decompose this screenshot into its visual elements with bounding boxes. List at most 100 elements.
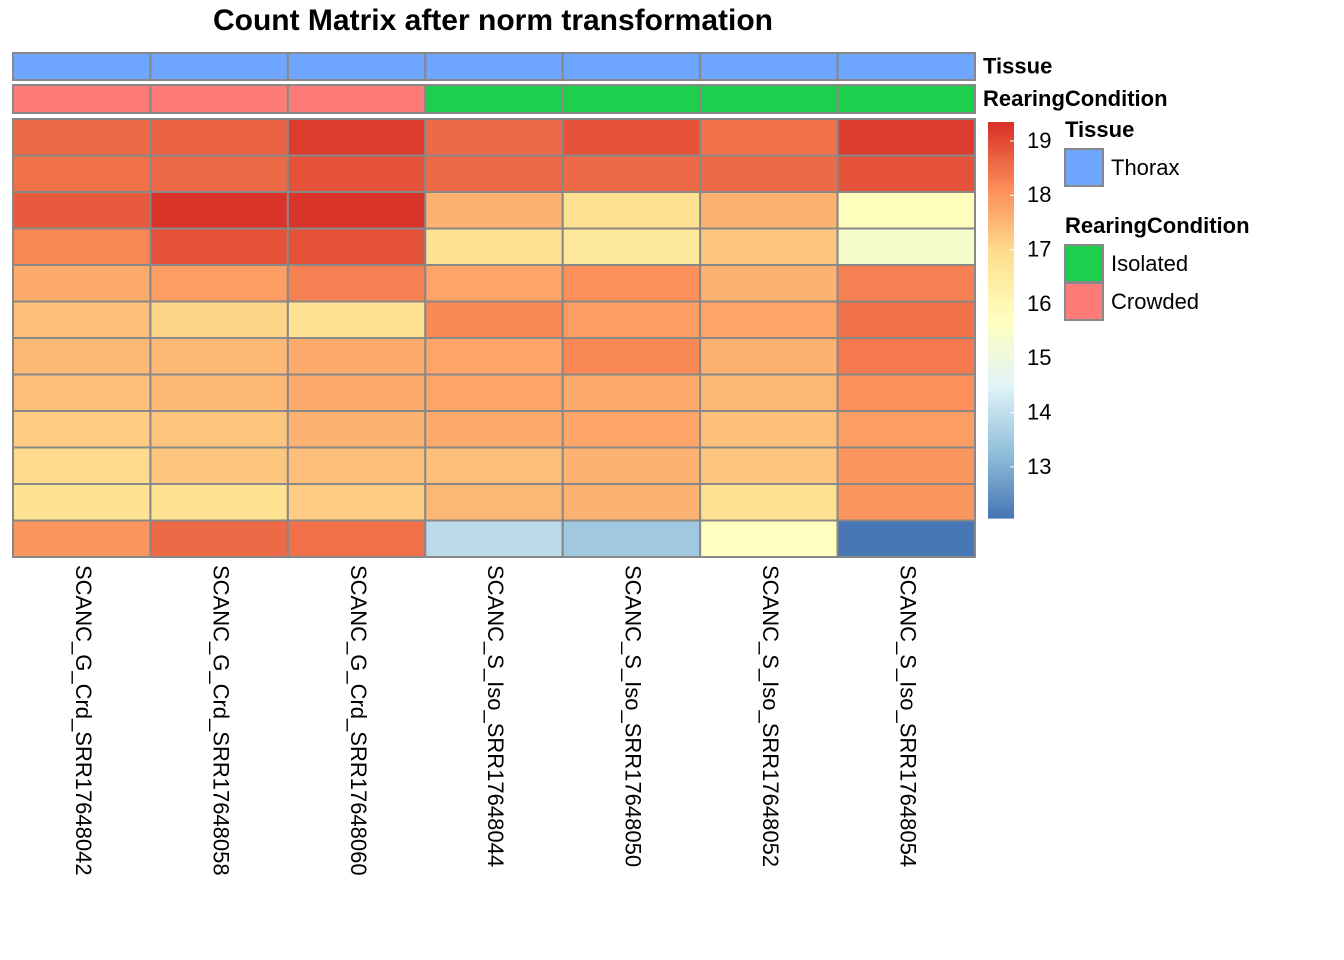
colorbar-step xyxy=(988,482,1014,487)
colorbar-tick-label: 13 xyxy=(1027,454,1051,479)
colorbar-step xyxy=(988,502,1014,507)
colorbar-step xyxy=(988,486,1014,491)
colorbar-step xyxy=(988,232,1014,238)
heatmap-cell xyxy=(12,118,152,157)
colorbar-step xyxy=(988,244,1014,250)
heatmap-cell xyxy=(286,337,427,376)
colorbar-step xyxy=(988,292,1014,297)
legend-label: Thorax xyxy=(1111,155,1179,180)
heatmap-cell xyxy=(699,483,839,522)
colorbar-step xyxy=(988,248,1014,254)
heatmap-cell xyxy=(699,446,839,485)
colorbar-step xyxy=(988,276,1014,281)
colorbar-step xyxy=(988,161,1014,167)
colorbar-step xyxy=(988,185,1014,190)
colorbar-step xyxy=(988,442,1014,448)
heatmap-cell xyxy=(12,227,152,266)
colorbar-step xyxy=(988,343,1014,349)
heatmap-cell xyxy=(286,300,427,339)
heatmap-cell xyxy=(12,154,152,193)
colorbar-step xyxy=(988,129,1014,135)
colorbar-step xyxy=(988,296,1014,301)
colorbar-step xyxy=(988,181,1014,186)
colorbar-step xyxy=(988,189,1014,194)
heatmap-cell xyxy=(699,118,839,157)
heatmap-cell xyxy=(561,227,702,266)
colorbar-step xyxy=(988,375,1014,380)
colorbar-step xyxy=(988,280,1014,285)
colorbar-step xyxy=(988,240,1014,246)
heatmap-cell xyxy=(836,337,976,376)
annotation-cell xyxy=(424,84,564,114)
colorbar-step xyxy=(988,173,1014,179)
heatmap-cell xyxy=(699,373,839,412)
colorbar-step xyxy=(988,149,1014,155)
heatmap-cell xyxy=(149,264,289,303)
heatmap-cell xyxy=(12,519,152,558)
heatmap-cell xyxy=(286,227,427,266)
annotation-cell xyxy=(149,84,289,114)
heatmap-cell xyxy=(561,519,702,558)
colorbar-step xyxy=(988,327,1014,333)
colorbar-step xyxy=(988,209,1014,214)
column-label: SCANC_G_Crd_SRR17648060 xyxy=(346,565,371,876)
column-label: SCANC_S_Iso_SRR17648044 xyxy=(483,565,508,867)
heatmap-cell xyxy=(286,118,427,157)
annotation-cell xyxy=(561,52,702,81)
colorbar-step xyxy=(988,415,1014,420)
heatmap-cell xyxy=(424,300,564,339)
colorbar-step xyxy=(988,363,1014,369)
heatmap-cell xyxy=(149,118,289,157)
colorbar-step xyxy=(988,193,1014,198)
heatmap-cell xyxy=(12,337,152,376)
heatmap-cell xyxy=(12,300,152,339)
legend-label: Isolated xyxy=(1111,251,1188,276)
heatmap-cell xyxy=(149,519,289,558)
colorbar-step xyxy=(988,125,1014,131)
colorbar-step xyxy=(988,221,1014,226)
colorbar-step xyxy=(988,217,1014,222)
colorbar-step xyxy=(988,430,1014,436)
heatmap-cell xyxy=(286,191,427,230)
heatmap-cell xyxy=(836,410,976,449)
heatmap-cell xyxy=(286,519,427,558)
colorbar-step xyxy=(988,355,1014,361)
heatmap-cell xyxy=(836,446,976,485)
heatmap-cell xyxy=(149,373,289,412)
colorbar-step xyxy=(988,300,1014,305)
heatmap-cell xyxy=(836,373,976,412)
annotation-cell xyxy=(699,52,839,81)
annotation-cell xyxy=(286,84,427,114)
heatmap-cell xyxy=(286,154,427,193)
colorbar-step xyxy=(988,422,1014,428)
heatmap-cell xyxy=(836,483,976,522)
heatmap-cell xyxy=(561,300,702,339)
colorbar-step xyxy=(988,514,1014,519)
heatmap-cell xyxy=(699,227,839,266)
colorbar-step xyxy=(988,478,1014,483)
heatmap-cell xyxy=(424,483,564,522)
colorbar-tick-label: 16 xyxy=(1027,291,1051,316)
heatmap-cell xyxy=(561,483,702,522)
column-label: SCANC_S_Iso_SRR17648050 xyxy=(621,565,646,867)
colorbar-step xyxy=(988,462,1014,468)
colorbar-step xyxy=(988,498,1014,503)
heatmap-cell xyxy=(286,264,427,303)
legend-swatch xyxy=(1064,244,1104,283)
colorbar-step xyxy=(988,165,1014,171)
colorbar-step xyxy=(988,510,1014,515)
heatmap-cell xyxy=(149,300,289,339)
heatmap-cell xyxy=(836,227,976,266)
heatmap-cell xyxy=(286,373,427,412)
heatmap-cell xyxy=(561,118,702,157)
colorbar-step xyxy=(988,446,1014,452)
heatmap-cell xyxy=(424,519,564,558)
colorbar-step xyxy=(988,205,1014,210)
heatmap-cell xyxy=(561,373,702,412)
colorbar-step xyxy=(988,320,1014,325)
heatmap-cell xyxy=(561,154,702,193)
heatmap-cell xyxy=(424,191,564,230)
colorbar-step xyxy=(988,474,1014,479)
heatmap-cell xyxy=(561,446,702,485)
